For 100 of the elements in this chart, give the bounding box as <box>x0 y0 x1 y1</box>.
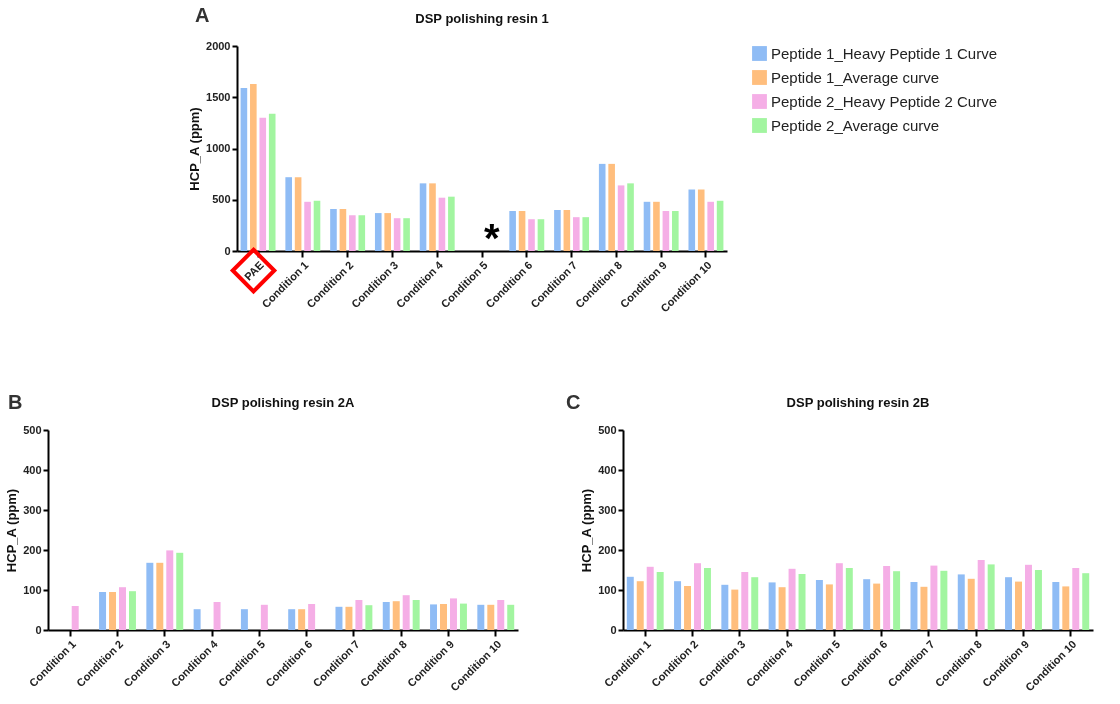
bar <box>176 552 184 630</box>
bar <box>672 211 679 251</box>
bar <box>358 215 366 251</box>
bar <box>1024 564 1032 630</box>
bar <box>240 609 248 630</box>
bar <box>893 571 901 630</box>
bar <box>298 609 306 630</box>
bar <box>109 592 117 630</box>
bar <box>930 565 938 630</box>
bar <box>304 201 311 251</box>
text: B <box>8 391 23 413</box>
bar <box>835 563 843 630</box>
bar <box>825 584 833 630</box>
y-tick-label: 500 <box>23 423 42 436</box>
bar <box>1082 573 1090 630</box>
bar <box>438 197 446 251</box>
y-axis-title: HCP_A (ppm) <box>187 107 203 191</box>
bar <box>957 574 965 630</box>
bar <box>156 562 164 630</box>
bar <box>617 185 625 251</box>
legend-label: Peptide 2_Heavy Peptide 2 Curve <box>771 92 997 110</box>
text: A <box>195 4 210 26</box>
y-tick-label: 400 <box>598 463 617 476</box>
bar <box>688 189 696 251</box>
y-tick-label: 2000 <box>206 39 231 52</box>
bar <box>967 578 975 630</box>
bar <box>268 113 276 251</box>
bar <box>703 568 711 630</box>
y-tick-label: 200 <box>23 543 42 556</box>
bar <box>259 117 267 251</box>
bar <box>497 600 505 630</box>
chart-title: DSP polishing resin 2B <box>786 395 930 410</box>
bar <box>741 572 749 630</box>
y-tick-label: 100 <box>598 583 617 596</box>
y-tick-label: 400 <box>23 463 42 476</box>
bar <box>308 604 316 630</box>
bar <box>99 592 107 630</box>
bar <box>419 183 427 251</box>
bar <box>448 196 455 251</box>
bar <box>193 609 201 630</box>
bar <box>392 601 400 630</box>
bar <box>518 211 526 251</box>
y-tick-label: 100 <box>23 583 42 596</box>
y-tick-label: 300 <box>598 503 617 516</box>
bar <box>1015 581 1022 630</box>
y-tick-label: 500 <box>212 193 231 206</box>
bar <box>487 604 495 630</box>
y-axis-title: HCP_A (ppm) <box>4 488 20 573</box>
bar <box>335 606 343 630</box>
bar <box>449 598 457 630</box>
bar <box>845 568 853 630</box>
bar <box>721 584 729 630</box>
bar <box>528 219 535 251</box>
bar <box>412 600 420 630</box>
bar <box>636 581 644 630</box>
bar <box>250 83 257 251</box>
bar <box>440 604 447 630</box>
bar <box>684 586 692 630</box>
bar <box>349 215 356 251</box>
bar <box>920 586 928 630</box>
bar <box>119 587 126 630</box>
bar <box>374 213 382 251</box>
bar <box>294 177 302 251</box>
bar <box>313 200 321 251</box>
bar <box>626 576 634 630</box>
bar <box>910 582 918 630</box>
bar <box>1072 568 1080 630</box>
bar <box>643 201 651 251</box>
bar <box>166 550 174 630</box>
bar <box>582 217 590 251</box>
bar <box>694 563 701 630</box>
bar <box>977 560 985 630</box>
bar <box>788 568 796 630</box>
bar <box>863 579 871 630</box>
bar <box>573 217 580 251</box>
bar <box>563 210 571 251</box>
bar <box>382 602 390 630</box>
bar <box>716 200 724 251</box>
bar <box>384 213 391 251</box>
chart-title: DSP polishing resin 1 <box>415 11 549 26</box>
bar <box>402 595 410 630</box>
bar <box>940 570 948 630</box>
bar <box>873 583 881 630</box>
bar <box>608 163 615 251</box>
bar <box>285 177 292 251</box>
bar <box>815 580 823 630</box>
y-tick-label: 200 <box>598 543 617 556</box>
bar <box>987 564 995 630</box>
chart-title: DSP polishing resin 2A <box>211 395 355 410</box>
bar <box>778 587 786 630</box>
bar <box>345 606 353 630</box>
bar <box>403 218 410 251</box>
bar <box>598 163 606 251</box>
bar <box>707 201 714 251</box>
legend-label: Peptide 2_Average curve <box>771 116 940 134</box>
bar <box>1052 582 1060 630</box>
bar <box>429 183 436 251</box>
legend-label: Peptide 1_Heavy Peptide 1 Curve <box>771 44 997 62</box>
bar <box>260 604 268 630</box>
bar <box>240 88 248 251</box>
